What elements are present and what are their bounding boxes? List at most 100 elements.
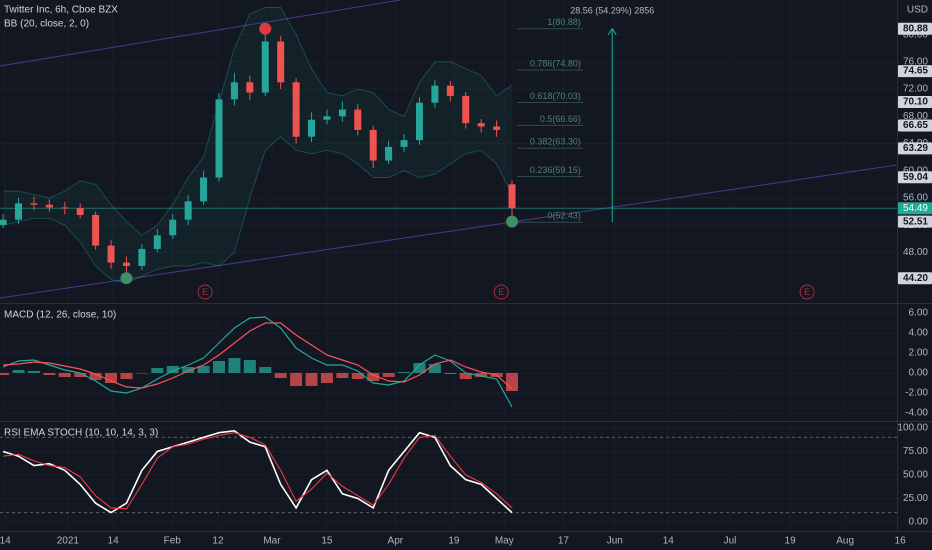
candle-body <box>477 123 485 127</box>
x-tick-label: Apr <box>388 536 404 547</box>
currency-label: USD <box>907 5 928 16</box>
candle-body <box>215 99 223 178</box>
y-tick-label: -2.00 <box>905 388 928 399</box>
price-badge <box>898 215 932 228</box>
price-badge <box>898 96 932 109</box>
fib-label: 1(80.88) <box>547 17 581 27</box>
trend-line <box>0 164 898 299</box>
y-tick-label: 25.00 <box>903 493 928 504</box>
histogram-bar <box>274 373 287 378</box>
earnings-marker <box>493 284 509 300</box>
price-badge <box>898 171 932 184</box>
candle-body <box>15 203 23 220</box>
y-tick-label: -4.00 <box>905 408 928 419</box>
histogram-bar <box>135 373 148 374</box>
histogram-bar <box>151 368 164 373</box>
y-tick-label: 72.00 <box>903 84 928 95</box>
x-tick-label: 2021 <box>57 536 80 547</box>
candle-body <box>415 102 423 141</box>
extreme-marker <box>506 215 519 228</box>
y-tick-label: 76.00 <box>903 57 928 68</box>
candle-body <box>246 82 254 93</box>
candle-body <box>122 262 130 266</box>
candle-body <box>45 204 53 208</box>
y-tick-label: 6.00 <box>909 308 929 319</box>
candle-body <box>462 95 470 124</box>
last-price-label: 54.49 <box>903 203 928 214</box>
price-badge <box>898 65 932 78</box>
candle-body <box>92 214 100 246</box>
candle-body <box>385 146 393 161</box>
candle-body <box>169 219 177 236</box>
x-tick-label: 19 <box>448 536 460 547</box>
x-tick-label: Mar <box>263 536 281 547</box>
macd-line <box>3 322 513 390</box>
histogram-bar <box>166 366 179 373</box>
earnings-label: E <box>804 287 810 297</box>
pane-title: RSI EMA STOCH (10, 10, 14, 3, 3) <box>4 428 158 439</box>
histogram-bar <box>351 373 364 379</box>
histogram-bar <box>228 358 241 373</box>
candle-body <box>338 109 346 117</box>
histogram-bar <box>182 367 195 373</box>
earnings-label: E <box>202 287 208 297</box>
pane-subtitle: BB (20, close, 2, 0) <box>4 19 89 30</box>
fib-label: 0.618(70.03) <box>530 91 581 101</box>
y-tick-label: 68.00 <box>903 111 928 122</box>
x-tick-label: Feb <box>164 536 182 547</box>
candle-body <box>30 203 38 205</box>
price-badge <box>898 22 932 35</box>
x-tick-label: Aug <box>836 536 854 547</box>
y-tick-label: 0.00 <box>909 368 929 379</box>
x-tick-label: 14 <box>663 536 675 547</box>
histogram-bar <box>336 373 349 378</box>
histogram-bar <box>74 373 87 377</box>
y-tick-label: 60.00 <box>903 165 928 176</box>
fib-label: 0.5(66.66) <box>540 114 581 124</box>
histogram-bar <box>398 372 411 373</box>
pane-title: MACD (12, 26, close, 10) <box>4 310 116 321</box>
measure-label: 28.56 (54.29%) 2856 <box>570 5 654 15</box>
x-tick-label: 17 <box>558 536 570 547</box>
histogram-bar <box>27 371 40 373</box>
earnings-label: E <box>498 287 504 297</box>
candle-body <box>153 235 161 249</box>
candle-body <box>261 41 269 93</box>
histogram-bar <box>413 363 426 373</box>
histogram-bar <box>212 361 225 373</box>
candle-body <box>107 245 115 263</box>
histogram-bar <box>120 373 133 379</box>
candle-body <box>369 129 377 161</box>
candle-body <box>508 184 516 209</box>
y-tick-label: 75.00 <box>903 446 928 457</box>
price-badge-label: 80.88 <box>903 23 928 34</box>
histogram-bar <box>243 360 256 373</box>
band-lower <box>2 136 513 284</box>
arrow-head <box>607 27 617 35</box>
candle-body <box>184 201 192 220</box>
candle-body <box>200 177 208 202</box>
x-tick-label: 14 <box>0 536 11 547</box>
histogram-bar <box>0 373 10 375</box>
candle-body <box>61 207 69 209</box>
candle-body <box>292 82 300 137</box>
histogram-bar <box>305 373 318 386</box>
price-badge-label: 66.65 <box>903 120 928 131</box>
price-badge-label: 44.20 <box>903 273 928 284</box>
histogram-bar <box>475 373 488 377</box>
y-tick-label: 0.00 <box>909 517 929 528</box>
histogram-bar <box>459 373 472 379</box>
histogram-bar <box>290 373 303 386</box>
candle-body <box>446 85 454 96</box>
macd-line <box>2 316 513 408</box>
histogram-bar <box>197 366 210 373</box>
candle-body <box>323 116 331 120</box>
earnings-marker <box>197 284 213 300</box>
x-tick-label: 12 <box>212 536 224 547</box>
histogram-bar <box>506 373 519 391</box>
histogram-bar <box>12 370 25 373</box>
candle-body <box>0 219 7 226</box>
trend-line <box>0 0 401 67</box>
last-price-badge <box>898 202 932 215</box>
